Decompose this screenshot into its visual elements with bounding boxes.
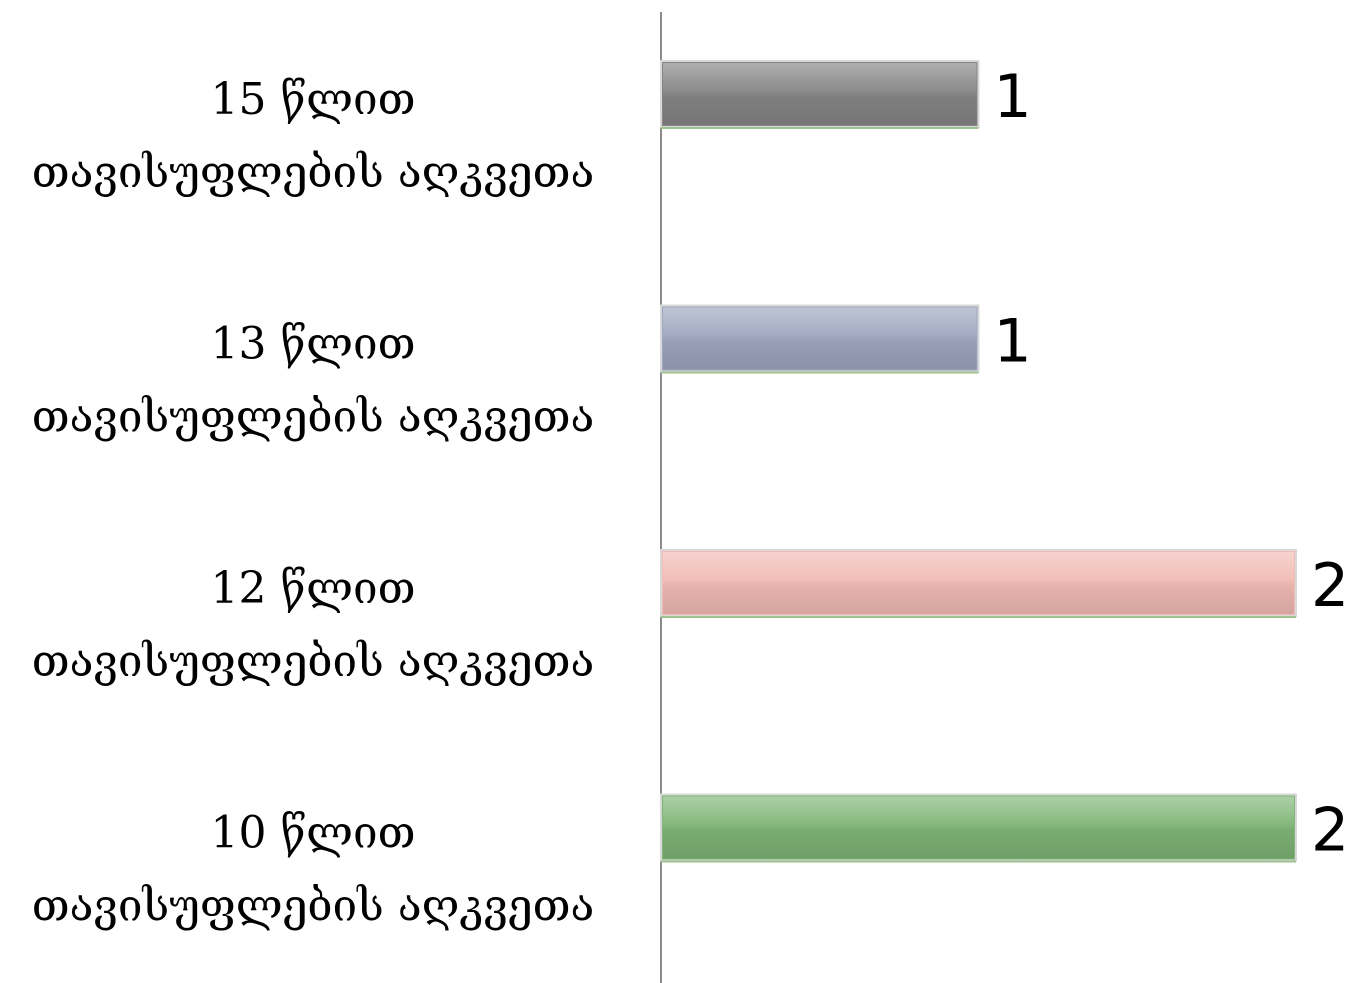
data-label-0: 1 (994, 62, 1032, 132)
category-label-1-line-0: 13 წლით (211, 319, 416, 370)
category-label-2-line-1: თავისუფლების აღკვეთა (32, 636, 595, 687)
data-label-2: 2 (1311, 551, 1347, 621)
bar-shine-0 (663, 63, 977, 125)
bar-shine-1 (663, 307, 977, 370)
data-label-1: 1 (994, 307, 1032, 377)
category-label-3-line-0: 10 წლით (211, 808, 416, 859)
category-label-1-line-1: თავისუფლების აღკვეთა (32, 392, 595, 443)
data-label-3: 2 (1311, 796, 1347, 866)
category-label-0-line-1: თავისუფლების აღკვეთა (32, 147, 595, 198)
bar-shine-2 (663, 552, 1294, 614)
category-label-2-line-0: 12 წლით (211, 563, 416, 614)
bar-shine-3 (663, 796, 1294, 859)
category-label-0-line-0: 15 წლით (211, 74, 416, 125)
category-label-3-line-1: თავისუფლების აღკვეთა (32, 881, 595, 932)
